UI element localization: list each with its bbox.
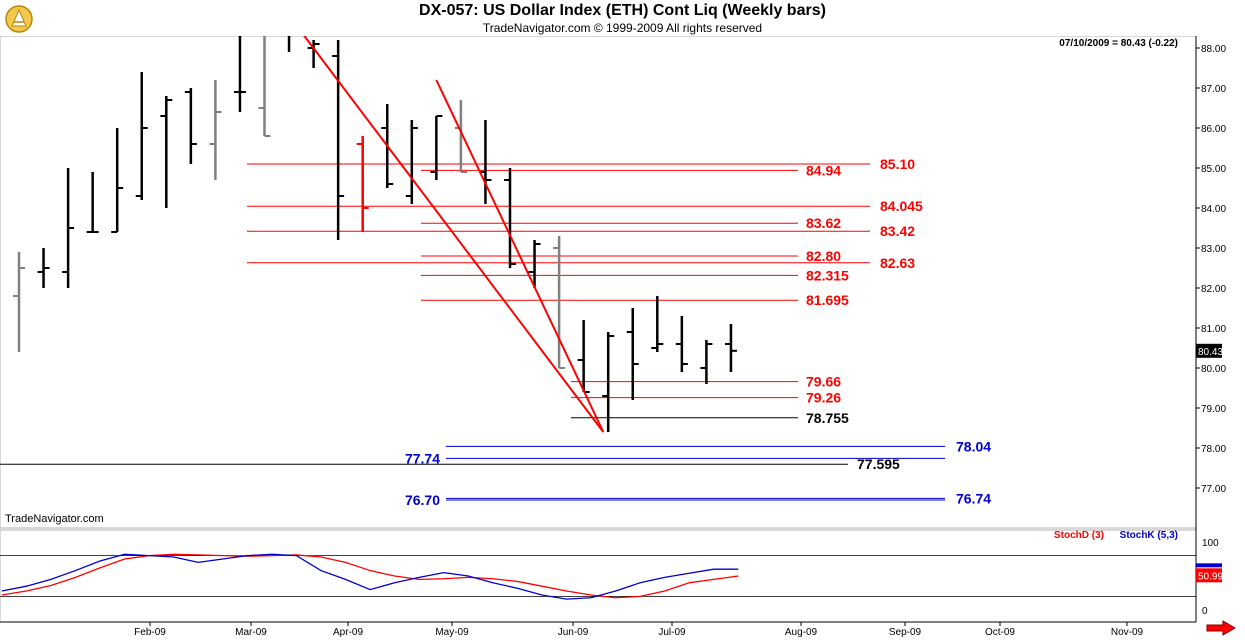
level-label: 85.10 <box>880 156 915 172</box>
stoch-line-stochk <box>1 553 739 600</box>
trade-navigator-logo-icon <box>5 5 33 33</box>
x-tick-label: Jul-09 <box>658 627 686 638</box>
scroll-right-arrow-icon[interactable] <box>1205 620 1237 636</box>
stoch-panel-frame <box>0 529 1197 623</box>
stoch-legend-stochk: StochK (5,3) <box>1120 530 1178 541</box>
price-y-tick-label: 81.00 <box>1201 324 1226 335</box>
ohlc-bar <box>13 252 25 352</box>
stoch-last-value-box <box>1196 568 1222 583</box>
ohlc-bar <box>233 32 246 112</box>
level-label: 77.74 <box>405 450 440 466</box>
ohlc-bar <box>626 308 639 400</box>
ohlc-bar <box>62 168 75 288</box>
level-label: 76.70 <box>405 492 440 508</box>
ohlc-bar <box>700 340 713 384</box>
price-y-tick-label: 77.00 <box>1201 484 1226 495</box>
chart-title: DX-057: US Dollar Index (ETH) Cont Liq (… <box>419 2 826 19</box>
price-y-tick-label: 79.00 <box>1201 404 1226 415</box>
level-label: 84.045 <box>880 198 923 214</box>
price-y-tick-label: 84.00 <box>1201 204 1226 215</box>
status-readout: 07/10/2009 = 80.43 (-0.22) <box>1059 38 1178 49</box>
level-label: 82.63 <box>880 255 915 271</box>
x-tick-label: Jun-09 <box>558 627 589 638</box>
level-label: 79.66 <box>806 374 841 390</box>
level-label: 83.62 <box>806 215 841 231</box>
ohlc-bar <box>37 248 50 288</box>
stoch-line-stochd <box>1 553 739 599</box>
stoch-y-tick-label: 0 <box>1202 606 1208 617</box>
ohlc-bar <box>553 236 566 369</box>
level-label: 81.695 <box>806 292 849 308</box>
ohlc-bar <box>135 72 148 200</box>
ohlc-bar <box>504 168 516 268</box>
ohlc-bar <box>332 40 345 240</box>
x-tick-label: Aug-09 <box>785 627 818 638</box>
ohlc-bar <box>602 332 615 432</box>
level-label: 82.315 <box>806 267 849 283</box>
x-tick-label: Mar-09 <box>235 627 267 638</box>
price-y-tick-label: 88.00 <box>1201 44 1226 55</box>
trend-line <box>300 31 605 433</box>
ohlc-bar <box>528 240 541 288</box>
level-label: 79.26 <box>806 390 841 406</box>
last-price-box <box>1196 343 1222 358</box>
ohlc-bar <box>405 120 418 204</box>
level-label: 78.04 <box>956 438 991 454</box>
ohlc-bar <box>724 324 737 372</box>
ohlc-bar <box>258 24 271 137</box>
level-label: 76.74 <box>956 490 991 506</box>
price-y-tick-label: 80.00 <box>1201 364 1226 375</box>
ohlc-bar <box>184 88 197 164</box>
trend-line <box>435 79 605 433</box>
ohlc-bar <box>454 100 467 173</box>
ohlc-bar <box>675 316 688 372</box>
stochk-last-marker <box>1196 563 1222 568</box>
x-tick-label: Feb-09 <box>134 627 166 638</box>
last-price-label: 80.43 <box>1198 347 1223 358</box>
stoch-legend-stochd: StochD (3) <box>1054 530 1104 541</box>
ohlc-bar <box>160 96 173 208</box>
level-label: 83.42 <box>880 223 915 239</box>
price-y-tick-label: 86.00 <box>1201 124 1226 135</box>
ohlc-bar <box>86 172 99 233</box>
price-panel-frame <box>0 35 1197 529</box>
price-y-tick-label: 82.00 <box>1201 284 1226 295</box>
level-label: 82.80 <box>806 248 841 264</box>
stoch-last-value-label: 50.99 <box>1198 571 1223 582</box>
ohlc-bar <box>356 136 369 232</box>
ohlc-bar <box>430 115 443 180</box>
level-label: 78.755 <box>806 410 849 426</box>
x-tick-label: Nov-09 <box>1111 627 1144 638</box>
x-tick-label: Sep-09 <box>889 627 922 638</box>
x-tick-label: Oct-09 <box>985 627 1015 638</box>
x-tick-label: Apr-09 <box>333 627 363 638</box>
ohlc-bar <box>111 128 124 233</box>
chart-header: DX-057: US Dollar Index (ETH) Cont Liq (… <box>0 0 1245 36</box>
level-label: 84.94 <box>806 162 841 178</box>
watermark-text: TradeNavigator.com <box>5 513 104 525</box>
ohlc-bar <box>651 296 664 352</box>
x-tick-label: May-09 <box>435 627 469 638</box>
level-label: 77.595 <box>857 456 900 472</box>
price-y-tick-label: 85.00 <box>1201 164 1226 175</box>
stoch-y-tick-label: 100 <box>1202 538 1219 549</box>
price-y-tick-label: 87.00 <box>1201 84 1226 95</box>
copyright-subtitle: TradeNavigator.com © 1999-2009 All right… <box>482 21 763 35</box>
price-y-tick-label: 83.00 <box>1201 244 1226 255</box>
ohlc-bar <box>209 80 222 180</box>
price-y-tick-label: 78.00 <box>1201 444 1226 455</box>
